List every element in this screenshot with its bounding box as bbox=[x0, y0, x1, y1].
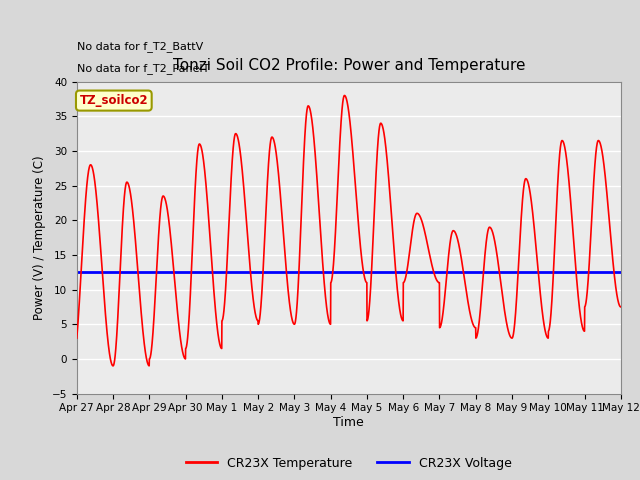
Title: Tonzi Soil CO2 Profile: Power and Temperature: Tonzi Soil CO2 Profile: Power and Temper… bbox=[173, 59, 525, 73]
Text: No data for f_T2_BattV: No data for f_T2_BattV bbox=[77, 41, 203, 52]
Text: No data for f_T2_PanelT: No data for f_T2_PanelT bbox=[77, 63, 209, 74]
Legend: CR23X Temperature, CR23X Voltage: CR23X Temperature, CR23X Voltage bbox=[181, 452, 516, 475]
Y-axis label: Power (V) / Temperature (C): Power (V) / Temperature (C) bbox=[33, 156, 46, 320]
Text: TZ_soilco2: TZ_soilco2 bbox=[79, 94, 148, 107]
X-axis label: Time: Time bbox=[333, 416, 364, 429]
